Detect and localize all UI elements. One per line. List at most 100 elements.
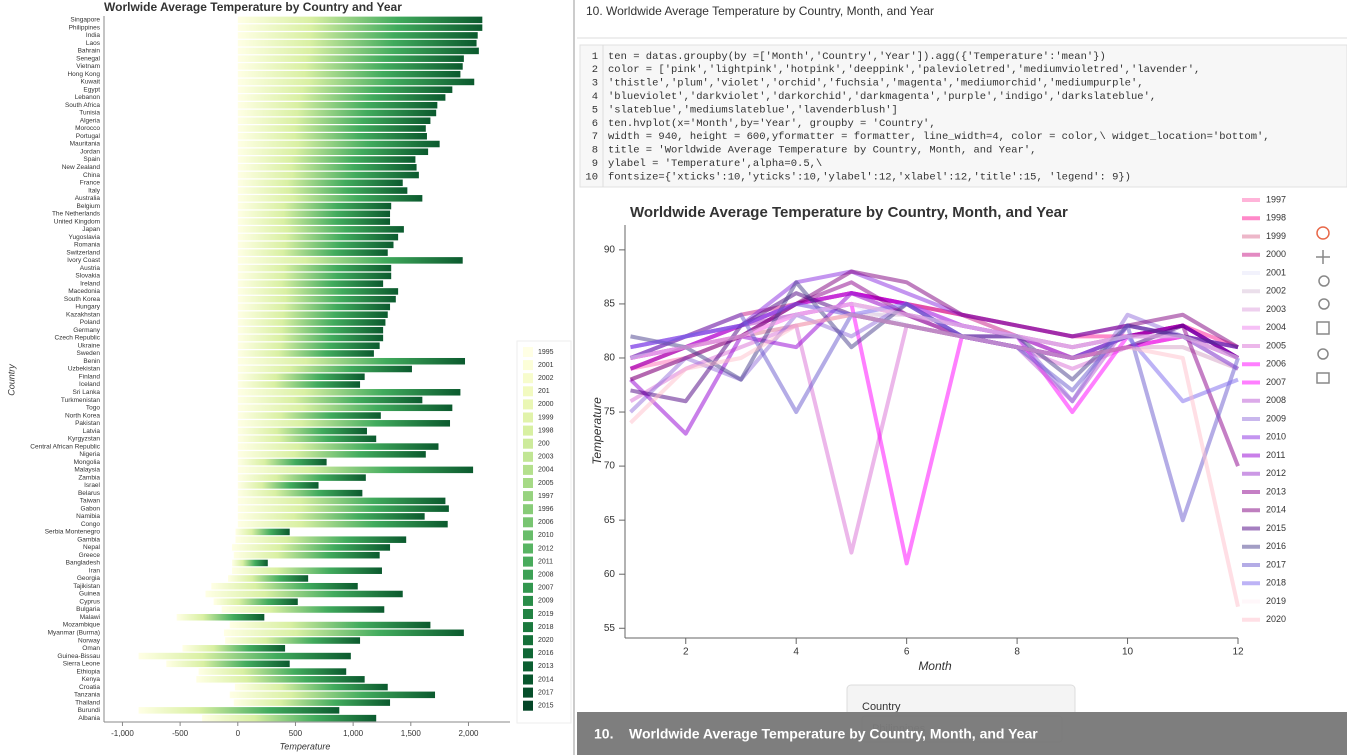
bar bbox=[237, 47, 479, 55]
y-tick-label: Macedonia bbox=[68, 288, 100, 295]
code-line: fontsize={'xticks':10,'yticks':10,'ylabe… bbox=[608, 171, 1131, 183]
y-tick-label: Croatia bbox=[79, 684, 100, 691]
bar bbox=[221, 606, 385, 613]
y-tick-label: Taiwan bbox=[80, 498, 101, 505]
legend-swatch bbox=[523, 674, 533, 685]
legend-label: 2010 bbox=[1266, 432, 1286, 442]
x-tick-label: 10 bbox=[1122, 647, 1134, 658]
x-tick-label: 6 bbox=[904, 647, 910, 658]
y-tick-label: Czech Republic bbox=[54, 335, 100, 342]
logo-icon bbox=[1316, 226, 1330, 240]
y-tick-label: Jordan bbox=[80, 148, 100, 155]
y-tick-label: Thailand bbox=[75, 699, 100, 706]
bar bbox=[235, 536, 407, 543]
y-tick-label: Ireland bbox=[80, 280, 100, 287]
footer-bar bbox=[577, 712, 1347, 755]
legend-label: 2014 bbox=[538, 676, 554, 683]
bar bbox=[237, 319, 386, 326]
y-tick-label: Kuwait bbox=[80, 79, 100, 86]
y-tick-label: New Zealand bbox=[62, 164, 101, 171]
bar bbox=[213, 598, 298, 606]
bar bbox=[237, 497, 446, 505]
wheel-zoom-tool[interactable] bbox=[1318, 298, 1330, 310]
y-tick-label: Albania bbox=[78, 715, 100, 722]
legend-label: 2017 bbox=[538, 689, 554, 696]
code-line: width = 940, height = 600,yformatter = f… bbox=[608, 131, 1270, 143]
bar bbox=[237, 280, 384, 287]
bar bbox=[229, 691, 436, 699]
bar bbox=[237, 334, 384, 342]
legend-label: 2016 bbox=[538, 650, 554, 657]
y-tick-label: Congo bbox=[81, 521, 101, 528]
y-tick-label: France bbox=[80, 180, 101, 187]
bar bbox=[237, 474, 366, 481]
y-tick-label: Poland bbox=[80, 319, 101, 326]
legend-label: 2019 bbox=[1266, 596, 1286, 606]
y-tick-label: Sierra Leone bbox=[63, 661, 101, 668]
bar bbox=[237, 427, 367, 435]
y-tick-label: Guinea-Bissau bbox=[57, 653, 100, 660]
legend-label: 2009 bbox=[538, 598, 554, 605]
bar bbox=[237, 443, 439, 450]
y-tick-label: Uzbekistan bbox=[68, 366, 101, 373]
legend-label: 2005 bbox=[538, 480, 554, 487]
legend-swatch bbox=[523, 517, 533, 528]
legend-label: 2001 bbox=[538, 362, 554, 369]
y-tick-label: Ethiopia bbox=[77, 668, 101, 675]
reset-tool[interactable] bbox=[1317, 348, 1329, 360]
y-tick-label: Lebanon bbox=[75, 94, 101, 101]
bar bbox=[237, 381, 361, 388]
bar bbox=[237, 202, 392, 210]
legend-label: 2011 bbox=[1266, 450, 1285, 460]
bar bbox=[237, 187, 408, 194]
legend-swatch bbox=[523, 595, 533, 606]
bar bbox=[237, 451, 426, 458]
y-tick-label: 65 bbox=[604, 515, 616, 526]
y-tick-label: Egypt bbox=[83, 86, 100, 93]
y-tick-label: Belarus bbox=[78, 490, 101, 497]
bar bbox=[237, 148, 429, 156]
x-tick-label: 4 bbox=[793, 647, 799, 658]
y-tick-label: Gambia bbox=[77, 536, 100, 543]
bar bbox=[138, 707, 340, 714]
bar bbox=[237, 132, 427, 140]
save-tool[interactable] bbox=[1316, 321, 1330, 335]
code-line: 'thistle','plum','violet','orchid','fuch… bbox=[608, 78, 1144, 90]
y-tick-label: Oman bbox=[82, 645, 100, 652]
bar bbox=[237, 295, 396, 303]
y-tick-label: Portugal bbox=[76, 133, 101, 140]
y-tick-label: Kyrgyzstan bbox=[68, 436, 101, 443]
bar bbox=[237, 404, 453, 412]
zoom-tool[interactable] bbox=[1318, 275, 1330, 287]
legend-swatch bbox=[523, 478, 533, 488]
y-tick-label: Morocco bbox=[75, 125, 100, 132]
y-tick-label: Sweden bbox=[77, 350, 101, 357]
code-cell bbox=[579, 44, 1347, 188]
hover-tool[interactable] bbox=[1316, 372, 1330, 384]
y-tick-label: Switzerland bbox=[66, 249, 100, 256]
x-tick-label: 12 bbox=[1232, 647, 1244, 658]
chart-title: Worldwide Average Temperature by Country… bbox=[630, 204, 1068, 221]
legend-box bbox=[1239, 195, 1297, 635]
pan-tool[interactable] bbox=[1316, 250, 1330, 264]
bar bbox=[237, 458, 327, 466]
y-tick-label: Australia bbox=[75, 195, 101, 202]
legend-swatch bbox=[523, 635, 533, 646]
legend-label: 2001 bbox=[1266, 267, 1286, 277]
y-tick-label: Myanmar (Burma) bbox=[48, 629, 100, 636]
bar bbox=[237, 396, 423, 404]
y-tick-label: Italy bbox=[88, 187, 101, 194]
legend-swatch bbox=[523, 569, 533, 580]
line-number: 2 bbox=[592, 64, 598, 76]
y-tick-label: Guinea bbox=[79, 591, 100, 598]
bar bbox=[176, 614, 265, 621]
bar bbox=[237, 233, 399, 241]
legend-label: 2004 bbox=[538, 467, 554, 474]
bar bbox=[166, 660, 290, 668]
bar bbox=[237, 520, 448, 528]
legend-swatch bbox=[523, 438, 533, 449]
bar bbox=[237, 357, 466, 365]
legend-label: 2012 bbox=[538, 545, 554, 552]
